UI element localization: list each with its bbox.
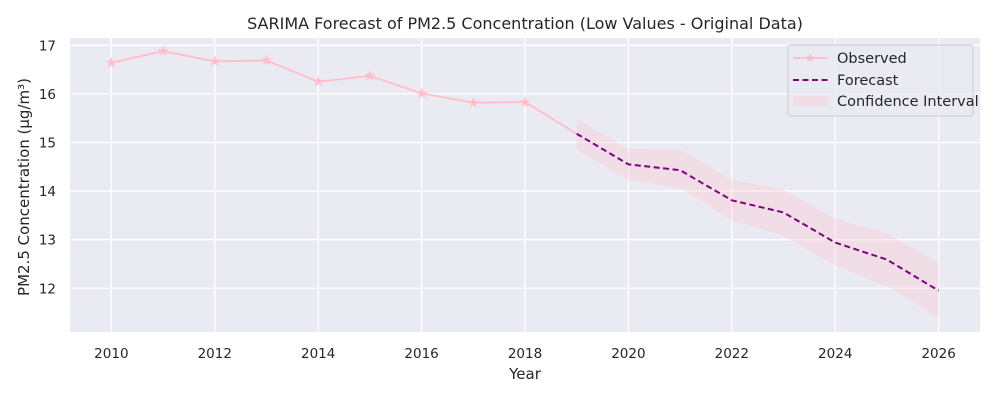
observed-point bbox=[105, 56, 117, 68]
x-tick-label: 2024 bbox=[818, 346, 852, 362]
y-tick-label: 17 bbox=[39, 38, 56, 54]
observed-point bbox=[260, 54, 273, 66]
legend-box bbox=[787, 44, 974, 117]
legend-forecast-label: Forecast bbox=[837, 73, 899, 89]
observed-point bbox=[519, 96, 531, 107]
x-tick-label: 2014 bbox=[301, 346, 335, 362]
observed-forecast-connector bbox=[524, 101, 578, 135]
observed-point bbox=[467, 96, 479, 108]
x-tick-label: 2012 bbox=[198, 346, 232, 362]
x-tick-label: 2016 bbox=[404, 346, 438, 362]
y-tick-label: 14 bbox=[39, 184, 56, 200]
observed-point bbox=[415, 87, 428, 99]
chart-title: SARIMA Forecast of PM2.5 Concentration (… bbox=[247, 14, 803, 33]
y-tick-label: 15 bbox=[39, 135, 56, 151]
y-tick-label: 13 bbox=[39, 233, 56, 249]
x-tick-label: 2026 bbox=[921, 346, 955, 362]
legend: Observed Forecast Confidence Interval bbox=[787, 44, 979, 117]
y-axis-label: PM2.5 Concentration (µg/m³) bbox=[15, 78, 33, 296]
x-tick-label: 2022 bbox=[715, 346, 749, 362]
legend-band-label: Confidence Interval bbox=[837, 94, 979, 110]
tick-labels: 2010 2012 2014 2016 2018 2020 2022 2024 2026 12 13… bbox=[39, 38, 956, 362]
observed-point bbox=[364, 69, 376, 81]
forecast-line bbox=[576, 132, 940, 292]
observed-point bbox=[157, 45, 169, 56]
series-lines-layer bbox=[105, 45, 940, 292]
y-tick-label: 12 bbox=[39, 281, 56, 297]
legend-band-swatch bbox=[793, 96, 828, 106]
observed-point bbox=[209, 55, 221, 67]
legend-observed-marker bbox=[805, 53, 815, 63]
observed-point bbox=[312, 75, 324, 87]
x-tick-label: 2010 bbox=[94, 346, 128, 362]
x-tick-label: 2020 bbox=[611, 346, 645, 362]
x-tick-label: 2018 bbox=[508, 346, 542, 362]
y-tick-label: 16 bbox=[39, 87, 56, 103]
x-axis-label: Year bbox=[508, 365, 542, 383]
legend-observed-label: Observed bbox=[837, 51, 907, 67]
